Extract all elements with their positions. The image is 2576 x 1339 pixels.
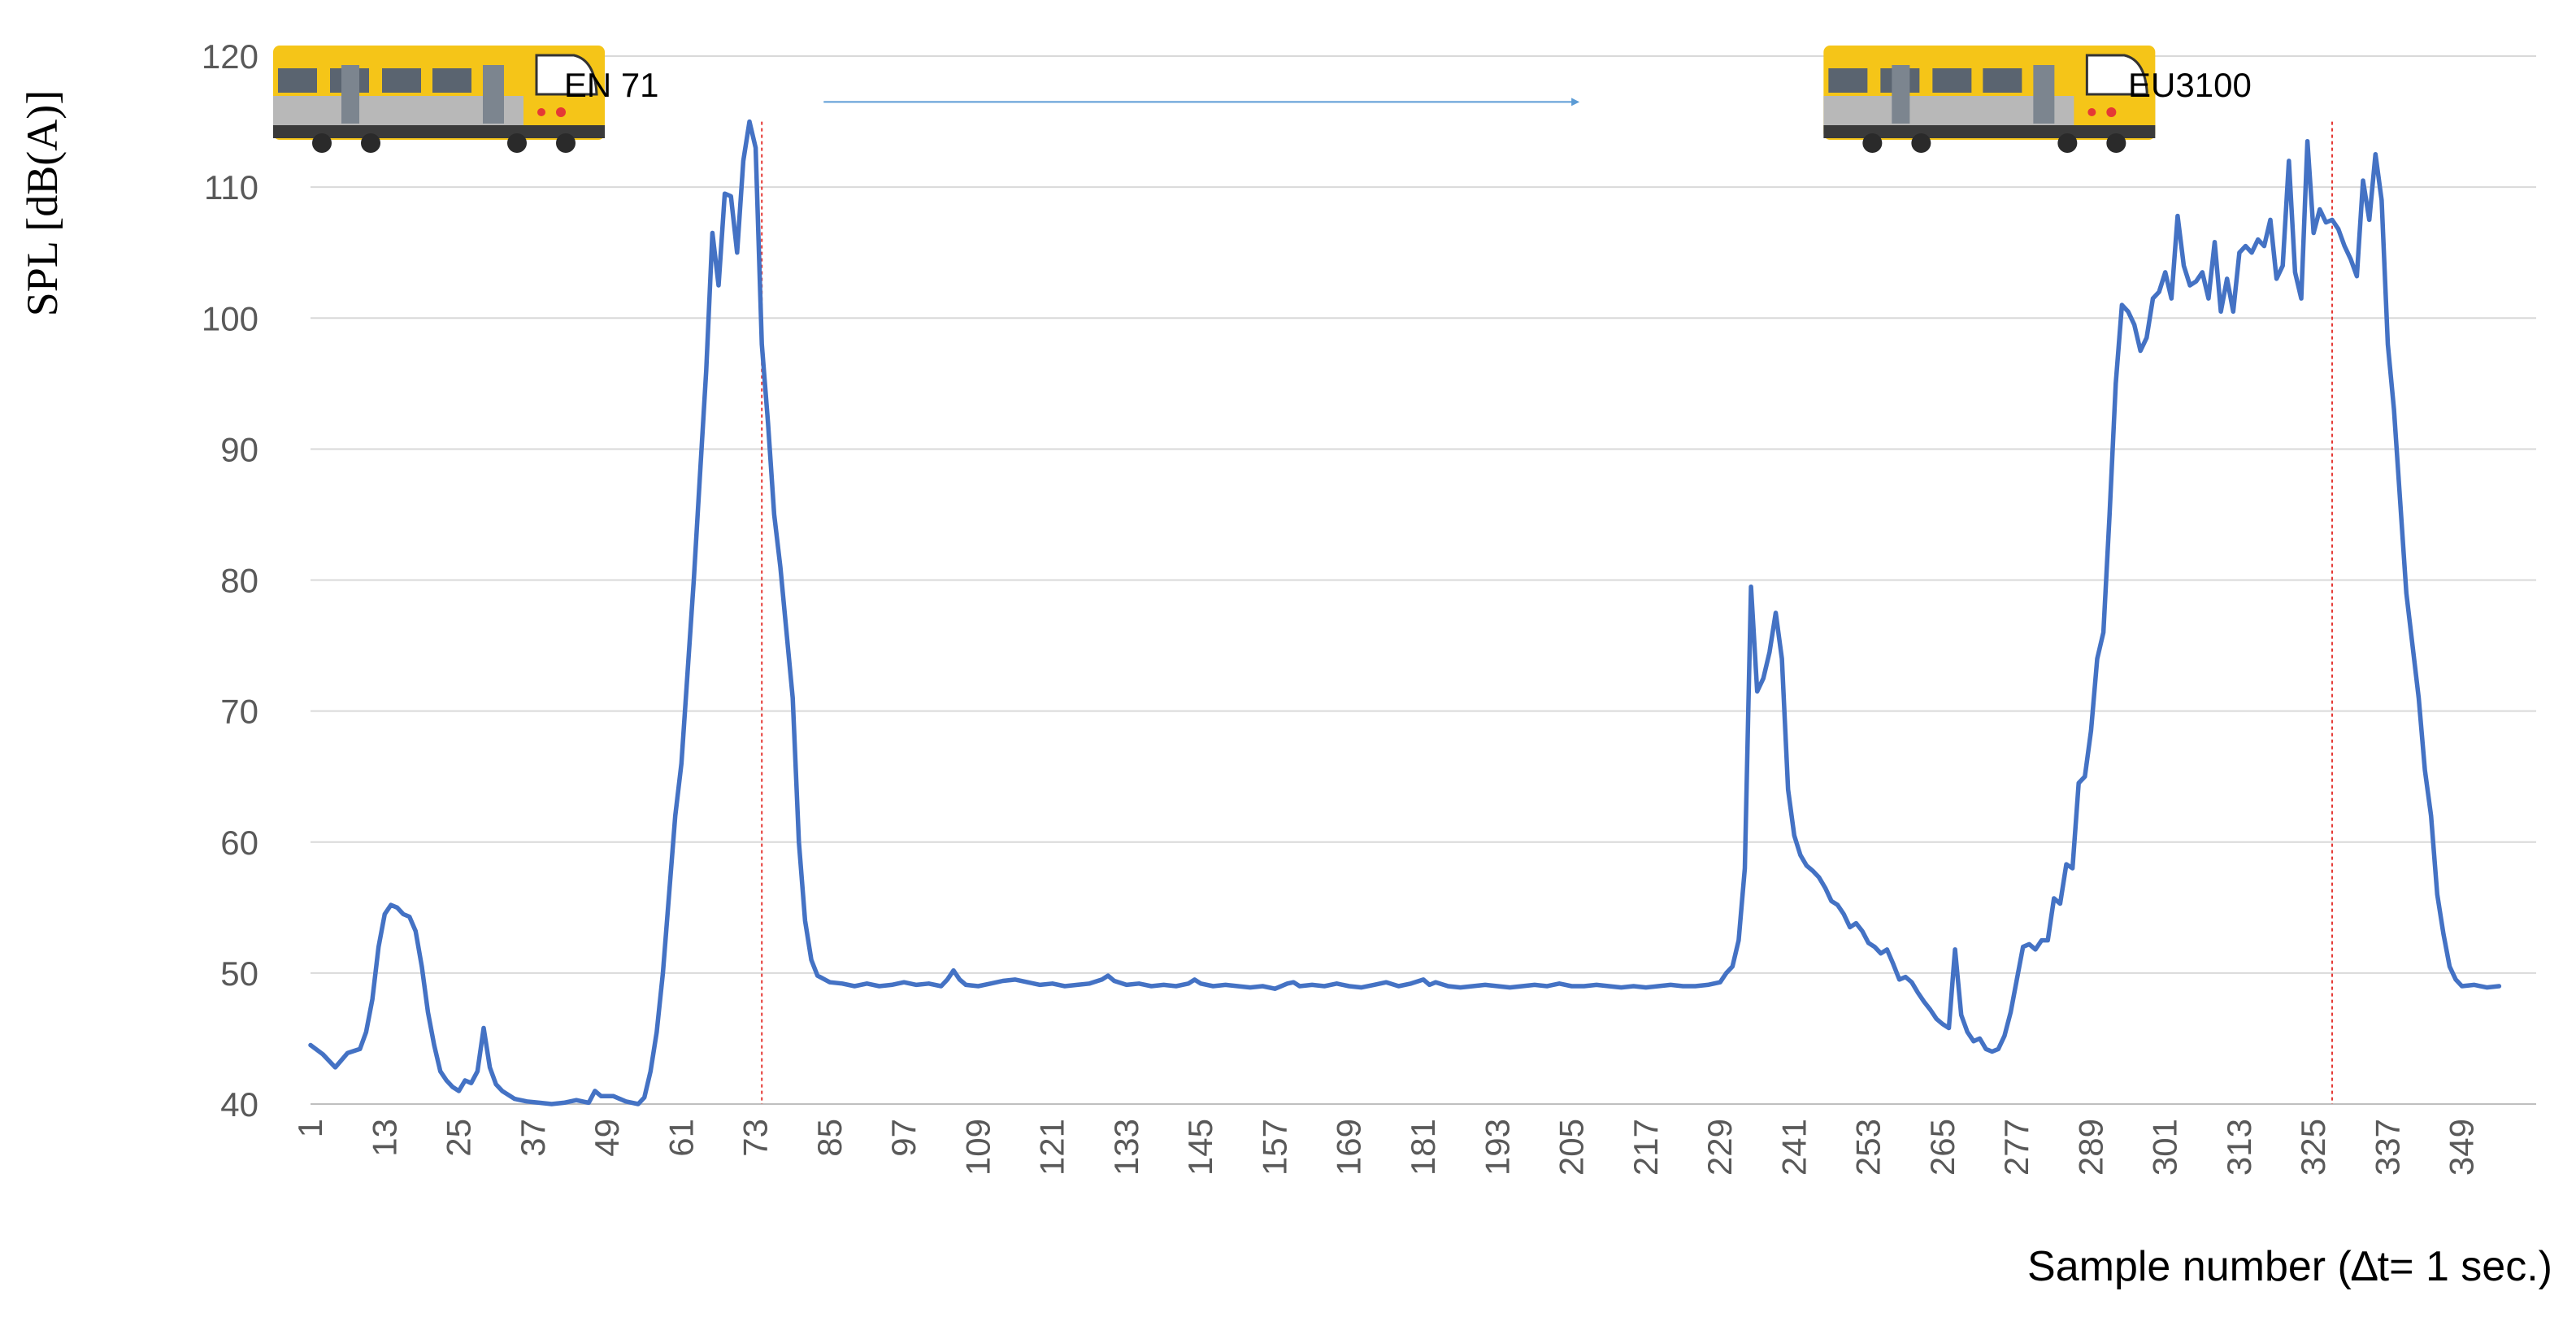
train-label: EU3100 — [2128, 66, 2252, 104]
series-line — [308, 119, 2502, 1106]
y-axis-label: SPL [dB(A)] — [18, 90, 67, 317]
series-layer — [308, 119, 2502, 1106]
x-tick-label: 205 — [1553, 1119, 1591, 1176]
train-icon — [1822, 44, 2157, 154]
y-axis-ticks: 40 50 60 70 80 90 100 110 120 — [202, 37, 258, 1124]
y-tick-label: 50 — [220, 954, 258, 993]
x-tick-label: 121 — [1033, 1119, 1071, 1176]
x-tick-label: 109 — [958, 1119, 997, 1176]
y-tick-label: 70 — [220, 693, 258, 731]
x-tick-label: 25 — [440, 1119, 478, 1157]
y-tick-label: 90 — [220, 430, 258, 468]
y-tick-label: 40 — [220, 1085, 258, 1124]
horizontal-grid — [311, 55, 2536, 974]
y-tick-label: 60 — [220, 824, 258, 862]
x-tick-label: 169 — [1330, 1119, 1368, 1176]
x-tick-label: 157 — [1255, 1119, 1293, 1176]
train-label: EN 71 — [564, 66, 659, 104]
x-tick-label: 193 — [1478, 1119, 1516, 1176]
train-icon — [272, 44, 606, 154]
x-tick-label: 37 — [514, 1119, 552, 1157]
x-tick-label: 73 — [736, 1119, 775, 1157]
x-tick-label: 289 — [2071, 1119, 2109, 1176]
y-tick-label: 120 — [202, 37, 258, 76]
x-tick-label: 145 — [1181, 1119, 1219, 1176]
x-tick-label: 337 — [2368, 1119, 2406, 1176]
x-tick-label: 349 — [2443, 1119, 2481, 1176]
x-tick-label: 133 — [1107, 1119, 1145, 1176]
x-tick-label: 97 — [884, 1119, 923, 1157]
y-tick-label: 100 — [202, 299, 258, 337]
x-tick-label: 265 — [1923, 1119, 1961, 1176]
x-tick-label: 229 — [1701, 1119, 1739, 1176]
x-tick-label: 61 — [662, 1119, 700, 1157]
y-tick-label: 80 — [220, 562, 258, 600]
x-tick-label: 13 — [365, 1119, 403, 1157]
x-tick-label: 85 — [810, 1119, 849, 1157]
x-tick-label: 217 — [1627, 1119, 1665, 1176]
x-tick-label: 301 — [2146, 1119, 2184, 1176]
x-tick-label: 181 — [1404, 1119, 1442, 1176]
x-tick-label: 277 — [1997, 1119, 2035, 1176]
y-tick-label: 110 — [204, 168, 258, 207]
x-tick-label: 325 — [2294, 1119, 2332, 1176]
x-tick-label: 1 — [291, 1119, 329, 1137]
x-tick-label: 49 — [588, 1119, 626, 1157]
x-axis-ticks: 1 13 25 37 49 61 73 85 97 109 121 133 145 157 169 181 19… — [291, 1119, 2481, 1176]
x-tick-label: 253 — [1849, 1119, 1887, 1176]
x-axis-label: Sample number (∆t= 1 sec.) — [2027, 1243, 2552, 1290]
x-tick-label: 241 — [1775, 1119, 1813, 1176]
x-tick-label: 313 — [2220, 1119, 2258, 1176]
